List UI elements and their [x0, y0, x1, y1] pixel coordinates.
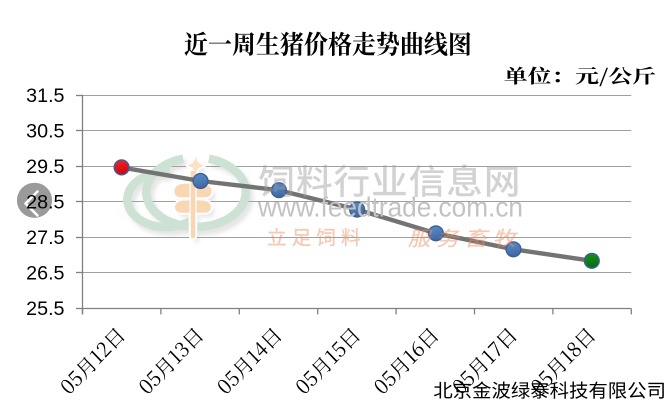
svg-text:28.5: 28.5	[26, 191, 64, 213]
svg-text:31.5: 31.5	[26, 85, 64, 107]
svg-text:29.5: 29.5	[26, 156, 64, 178]
svg-text:25.5: 25.5	[26, 298, 64, 320]
svg-text:www.feedtrade.com.cn: www.feedtrade.com.cn	[257, 192, 523, 223]
svg-text:30.5: 30.5	[26, 120, 64, 142]
svg-text:26.5: 26.5	[26, 262, 64, 284]
svg-text:27.5: 27.5	[26, 227, 64, 249]
